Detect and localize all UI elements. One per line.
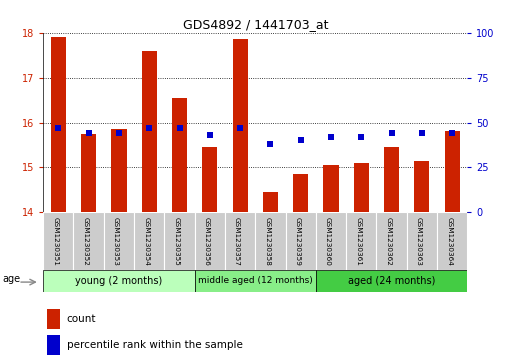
Bar: [134, 212, 165, 270]
Text: GSM1230361: GSM1230361: [355, 217, 361, 266]
Bar: [81, 134, 96, 212]
Text: count: count: [67, 314, 96, 324]
Bar: [437, 212, 467, 270]
Text: GSM1230358: GSM1230358: [265, 217, 270, 266]
Point: [206, 132, 214, 138]
Text: GSM1230354: GSM1230354: [143, 217, 149, 266]
Point: [388, 130, 396, 136]
Bar: [263, 192, 278, 212]
Bar: [384, 147, 399, 212]
Bar: [195, 270, 316, 292]
Point: [175, 125, 183, 131]
Bar: [172, 98, 187, 212]
Bar: [346, 212, 376, 270]
Text: GSM1230359: GSM1230359: [295, 217, 301, 266]
Point: [54, 125, 62, 131]
Point: [357, 134, 365, 140]
Bar: [142, 50, 157, 212]
Text: age: age: [2, 274, 20, 284]
Bar: [202, 147, 217, 212]
Bar: [255, 212, 285, 270]
Text: GSM1230364: GSM1230364: [446, 217, 452, 266]
Point: [297, 138, 305, 143]
Text: GSM1230360: GSM1230360: [325, 217, 331, 266]
Text: GSM1230356: GSM1230356: [204, 217, 210, 266]
Bar: [354, 163, 369, 212]
Text: GSM1230352: GSM1230352: [83, 217, 88, 266]
Bar: [104, 212, 134, 270]
Bar: [233, 40, 248, 212]
Point: [327, 134, 335, 140]
Text: GSM1230355: GSM1230355: [174, 217, 179, 266]
Point: [145, 125, 153, 131]
Bar: [376, 212, 407, 270]
Bar: [316, 212, 346, 270]
Text: percentile rank within the sample: percentile rank within the sample: [67, 340, 242, 350]
Bar: [285, 212, 316, 270]
Bar: [195, 212, 225, 270]
Bar: [407, 212, 437, 270]
Bar: [47, 309, 60, 329]
Bar: [47, 335, 60, 355]
Text: young (2 months): young (2 months): [75, 276, 163, 286]
Text: GSM1230351: GSM1230351: [52, 217, 58, 266]
Point: [236, 125, 244, 131]
Text: GSM1230362: GSM1230362: [386, 217, 392, 266]
Bar: [43, 212, 74, 270]
Point: [448, 130, 456, 136]
Bar: [111, 129, 126, 212]
Bar: [74, 212, 104, 270]
Text: GSM1230357: GSM1230357: [234, 217, 240, 266]
Bar: [51, 37, 66, 212]
Title: GDS4892 / 1441703_at: GDS4892 / 1441703_at: [182, 19, 328, 32]
Point: [418, 130, 426, 136]
Text: aged (24 months): aged (24 months): [348, 276, 435, 286]
Text: GSM1230363: GSM1230363: [416, 217, 422, 266]
Point: [115, 130, 123, 136]
Bar: [43, 270, 195, 292]
Point: [266, 141, 274, 147]
Point: [84, 130, 92, 136]
Text: middle aged (12 months): middle aged (12 months): [198, 277, 312, 285]
Bar: [316, 270, 467, 292]
Bar: [225, 212, 255, 270]
Bar: [415, 161, 429, 212]
Bar: [293, 174, 308, 212]
Bar: [324, 165, 339, 212]
Bar: [165, 212, 195, 270]
Bar: [444, 131, 460, 212]
Text: GSM1230353: GSM1230353: [113, 217, 119, 266]
